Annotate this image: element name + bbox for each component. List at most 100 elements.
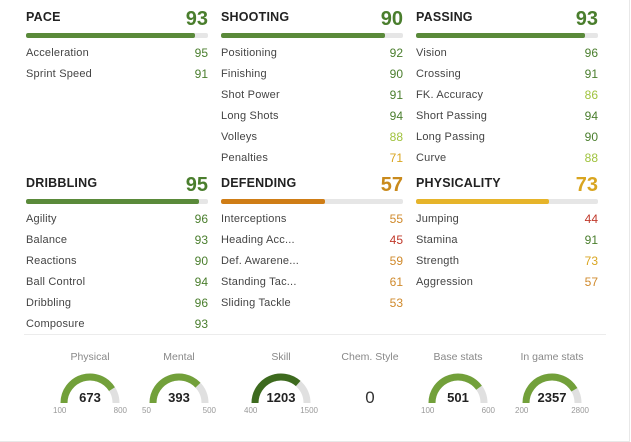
category-header: PACE 93	[26, 4, 208, 30]
stat-category-pace: PACE 93 Acceleration 95 Sprint Speed 91	[26, 4, 208, 81]
stat-row: Long Shots 94	[221, 109, 403, 130]
stat-value: 88	[584, 151, 598, 165]
stat-value: 71	[389, 151, 403, 165]
category-bar-track	[221, 199, 403, 204]
stat-name: Sprint Speed	[26, 68, 92, 80]
stat-name: Finishing	[221, 68, 267, 80]
category-header: DEFENDING 57	[221, 170, 403, 196]
stat-value: 96	[194, 212, 208, 226]
stat-value: 57	[584, 275, 598, 289]
stat-category-dribbling: DRIBBLING 95 Agility 96 Balance 93 Reactions 90…	[26, 170, 208, 331]
stat-row: Curve 88	[416, 151, 598, 172]
stat-category-defending: DEFENDING 57 Interceptions 55 Heading Acc...…	[221, 170, 403, 310]
category-bar-track	[26, 33, 208, 38]
stat-row: Agility 96	[26, 212, 208, 233]
stat-name: Strength	[416, 255, 460, 267]
stat-name: Dribbling	[26, 297, 72, 309]
stat-name: Reactions	[26, 255, 77, 267]
stat-row: Penalties 71	[221, 151, 403, 172]
stat-value: 86	[584, 88, 598, 102]
category-value: 57	[380, 174, 403, 196]
stat-row: Strength 73	[416, 254, 598, 275]
category-title: PACE	[26, 10, 61, 24]
stat-name: Crossing	[416, 68, 462, 80]
gauge-value: 673	[79, 390, 101, 405]
stat-name: Interceptions	[221, 213, 287, 225]
stat-category-passing: PASSING 93 Vision 96 Crossing 91 FK. Accuracy 8…	[416, 4, 598, 165]
stat-value: 93	[194, 233, 208, 247]
category-bar-fill	[221, 199, 325, 204]
category-header: PHYSICALITY 73	[416, 170, 598, 196]
stat-row: Finishing 90	[221, 67, 403, 88]
category-bar-track	[26, 199, 208, 204]
gauge-arc	[149, 373, 209, 404]
gauge-min: 50	[142, 406, 151, 415]
stat-value: 96	[194, 296, 208, 310]
stat-value: 45	[389, 233, 403, 247]
stat-value: 55	[389, 212, 403, 226]
gauge-label: Chem. Style	[341, 351, 399, 363]
stat-row: Long Passing 90	[416, 130, 598, 151]
gauge-fill	[149, 373, 201, 404]
stat-category-shooting: SHOOTING 90 Positioning 92 Finishing 90 Shot P…	[221, 4, 403, 165]
stat-name: Aggression	[416, 276, 474, 288]
stat-row: Aggression 57	[416, 275, 598, 296]
stat-value: 95	[194, 46, 208, 60]
category-value: 93	[185, 8, 208, 30]
category-bar-fill	[416, 199, 549, 204]
stat-name: Def. Awarene...	[221, 255, 300, 267]
gauge-fill	[251, 373, 301, 404]
gauge-chem-style: Chem. Style 0	[325, 348, 415, 428]
stat-name: FK. Accuracy	[416, 89, 484, 101]
category-stat-list: Interceptions 55 Heading Acc... 45 Def. Awar…	[221, 212, 403, 317]
category-title: DRIBBLING	[26, 176, 98, 190]
stat-name: Balance	[26, 234, 68, 246]
stat-row: Shot Power 91	[221, 88, 403, 109]
category-stat-list: Jumping 44 Stamina 91 Strength 73 Aggression 57	[416, 212, 598, 296]
gauge-arc	[428, 373, 488, 404]
stat-value: 90	[194, 254, 208, 268]
category-bar-track	[221, 33, 403, 38]
stat-name: Composure	[26, 318, 85, 330]
stat-value: 44	[584, 212, 598, 226]
category-title: SHOOTING	[221, 10, 290, 24]
gauge-in-game-stats: In game stats 2357 200 2800	[507, 348, 597, 428]
stat-name: Curve	[416, 152, 447, 164]
stat-name: Sliding Tackle	[221, 297, 291, 309]
stat-row: Volleys 88	[221, 130, 403, 151]
gauge-value: 393	[168, 390, 190, 405]
gauge-max: 800	[113, 406, 127, 415]
gauge-arc	[60, 373, 120, 404]
category-header: SHOOTING 90	[221, 4, 403, 30]
stat-value: 88	[389, 130, 403, 144]
stat-name: Positioning	[221, 47, 278, 59]
stat-value: 61	[389, 275, 403, 289]
stat-value: 94	[389, 109, 403, 123]
stat-name: Agility	[26, 213, 57, 225]
gauge-value: 1203	[266, 390, 296, 405]
stat-value: 90	[584, 130, 598, 144]
stat-name: Stamina	[416, 234, 458, 246]
gauge-fill	[60, 373, 115, 404]
category-stat-list: Acceleration 95 Sprint Speed 91	[26, 46, 208, 88]
stat-row: Standing Tac... 61	[221, 275, 403, 296]
stat-name: Shot Power	[221, 89, 280, 101]
stat-name: Long Shots	[221, 110, 279, 122]
gauge-arc	[522, 373, 582, 404]
gauge-label: Base stats	[433, 351, 483, 363]
category-stat-list: Positioning 92 Finishing 90 Shot Power 91 Long…	[221, 46, 403, 172]
gauge-label: Skill	[271, 351, 291, 363]
stat-value: 93	[194, 317, 208, 331]
gauge-arc	[251, 373, 311, 404]
stat-name: Vision	[416, 47, 447, 59]
stat-row: Sprint Speed 91	[26, 67, 208, 88]
gauge-base-stats: Base stats 501 100 600	[413, 348, 503, 428]
stat-name: Acceleration	[26, 47, 89, 59]
category-bar-track	[416, 33, 598, 38]
stat-name: Long Passing	[416, 131, 486, 143]
category-bar-track	[416, 199, 598, 204]
stat-row: Sliding Tackle 53	[221, 296, 403, 317]
stat-row: Jumping 44	[416, 212, 598, 233]
stat-value: 94	[194, 275, 208, 289]
